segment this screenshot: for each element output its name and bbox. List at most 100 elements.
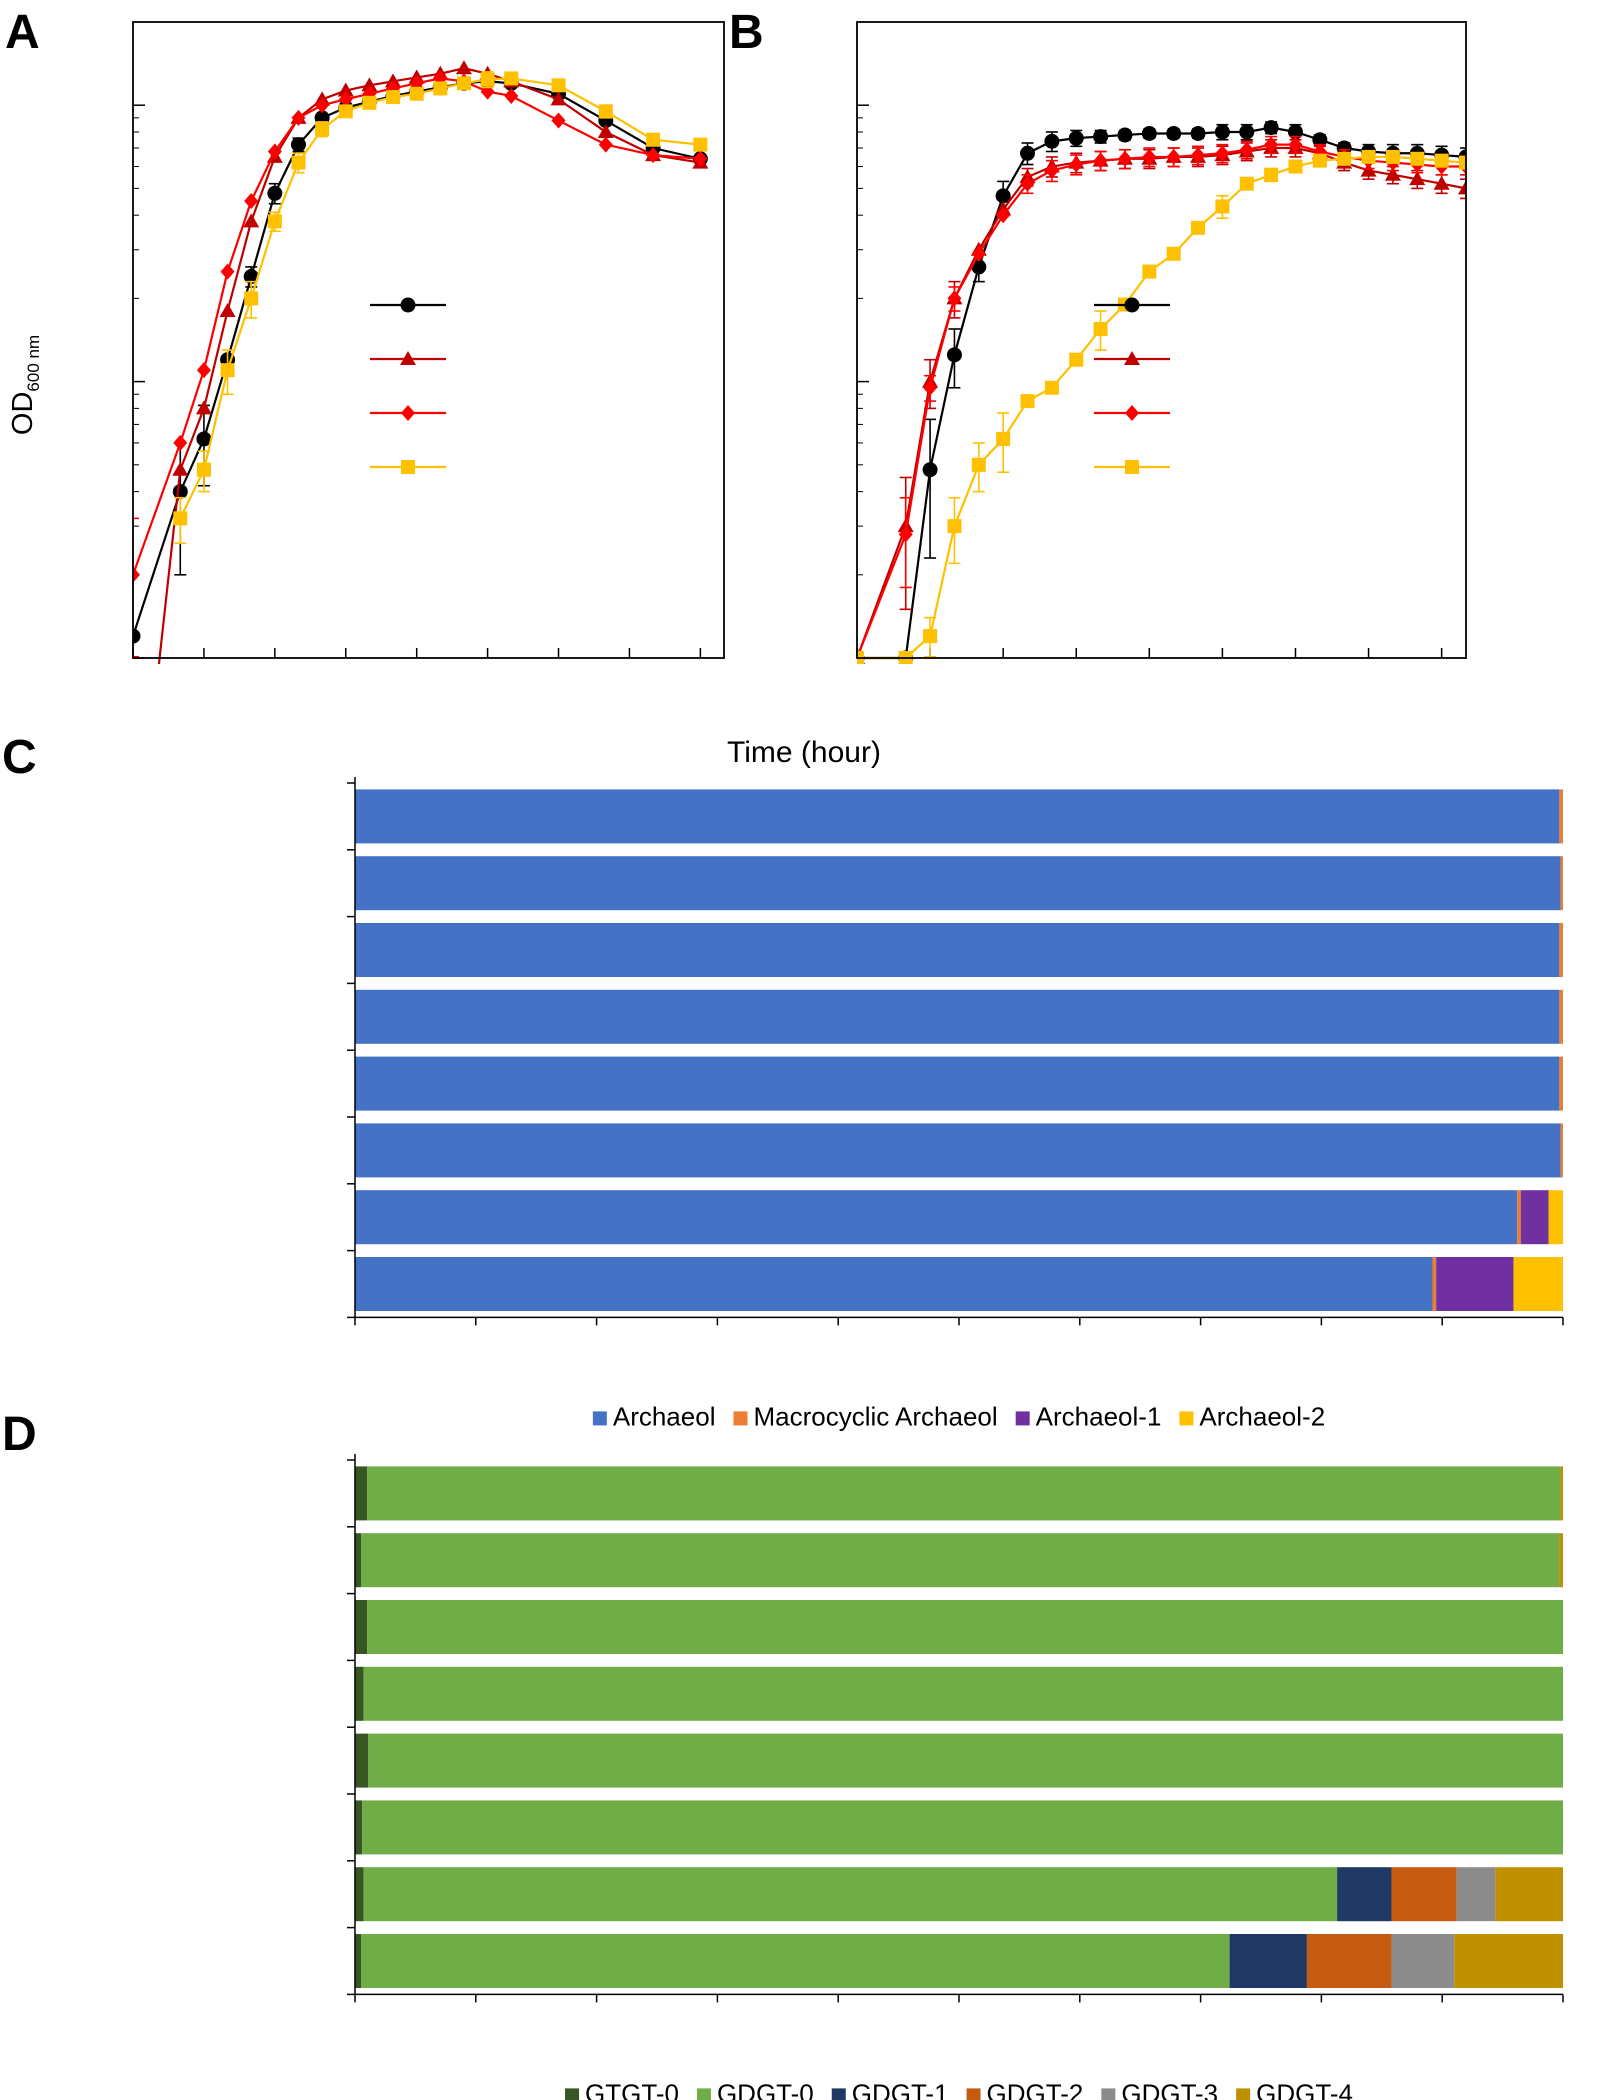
bar-segment-gtgt-0 <box>355 1934 362 1988</box>
legend-swatch <box>966 2088 981 2100</box>
bar-segment-gtgt-0 <box>355 1533 362 1588</box>
data-point <box>362 95 377 110</box>
legend-item: Macrocyclic Archaeol <box>733 1401 998 1431</box>
bar-segment-macrocyclic-archaeol <box>1559 989 1563 1044</box>
data-point <box>646 132 661 147</box>
data-point <box>173 434 188 451</box>
data-point <box>386 90 401 105</box>
data-point <box>196 362 211 379</box>
data-point <box>1020 175 1035 192</box>
panel-letter: B <box>729 6 764 59</box>
data-point <box>1433 175 1450 190</box>
panel-letter: D <box>2 1408 37 1461</box>
data-point <box>646 147 661 164</box>
shared-x-axis-label: Time (hour) <box>727 736 881 769</box>
data-point <box>1093 129 1109 145</box>
data-point <box>1360 162 1377 177</box>
bar-segment-gdgt-4 <box>1560 1466 1563 1521</box>
data-point <box>338 104 353 119</box>
series-ts559 <box>857 120 1466 664</box>
data-point <box>1409 171 1426 186</box>
bar-segment-gdgt-0 <box>361 1533 1560 1588</box>
data-point <box>996 207 1011 224</box>
data-point <box>1263 120 1279 136</box>
bar-segment-gdgt-0 <box>361 1934 1230 1988</box>
data-point <box>243 213 260 228</box>
data-point <box>1239 176 1254 191</box>
data-point <box>196 431 212 447</box>
data-point <box>267 214 282 229</box>
data-point <box>551 112 566 129</box>
data-point <box>480 72 495 87</box>
data-point <box>971 457 986 472</box>
bar-segment-archaeol <box>355 856 1561 911</box>
legend-marker <box>1125 460 1139 474</box>
data-point <box>1142 264 1157 279</box>
bar-segment-gdgt-0 <box>363 1666 1563 1721</box>
data-point <box>455 60 472 75</box>
series-line <box>157 67 701 664</box>
legend-label: Macrocyclic Archaeol <box>753 1401 997 1431</box>
data-point <box>1117 127 1133 143</box>
data-point <box>291 109 306 126</box>
bar-segment-macrocyclic-archaeol <box>1432 1257 1437 1311</box>
bar-segment-archaeol <box>355 1257 1433 1311</box>
data-point <box>244 193 259 210</box>
bar-segment-macrocyclic-archaeol <box>1559 789 1563 844</box>
bar-segment-archaeol-2 <box>1513 1257 1563 1311</box>
data-point <box>172 461 189 476</box>
data-point <box>1312 153 1327 168</box>
legend-item: GDGT-3 <box>1101 2078 1218 2100</box>
legend-swatch <box>831 2088 846 2100</box>
plot-area <box>133 60 709 691</box>
bar-segment-archaeol <box>355 1123 1561 1178</box>
data-point <box>947 519 962 534</box>
bar-segment-archaeol-2 <box>1548 1190 1563 1245</box>
data-point <box>149 677 165 691</box>
data-point <box>504 71 519 86</box>
bar-segment-gtgt-0 <box>355 1867 364 1922</box>
legend-item <box>1094 351 1170 365</box>
legend-label: GDGT-0 <box>717 2078 814 2100</box>
bar-segment-gdgt-0 <box>367 1600 1564 1654</box>
bar-segment-gtgt-0 <box>355 1666 364 1721</box>
legend-swatch <box>733 1411 748 1426</box>
legend-label: Archaeol-1 <box>1036 1401 1162 1431</box>
series-line <box>857 143 1466 659</box>
bar-segment-gdgt-1 <box>1337 1867 1392 1922</box>
data-point <box>1410 151 1425 166</box>
bar-segment-archaeol <box>355 1190 1518 1245</box>
data-point <box>433 81 448 96</box>
data-point <box>1093 321 1108 336</box>
data-point <box>1069 156 1084 173</box>
bar-segment-macrocyclic-archaeol <box>1559 1056 1563 1111</box>
data-point <box>1020 394 1035 409</box>
data-point <box>1385 149 1400 164</box>
series-line <box>133 77 701 576</box>
bar-segment-archaeol-1 <box>1520 1190 1549 1245</box>
data-point <box>1214 124 1230 140</box>
panel-a-growth-85c: A <box>5 6 725 691</box>
data-point <box>693 137 708 152</box>
data-point <box>315 122 330 137</box>
bar-segment-gdgt-4 <box>1454 1934 1563 1988</box>
bar-segment-gtgt-0 <box>355 1800 363 1855</box>
series--grs-pts543 <box>857 135 1466 664</box>
panel-letter: A <box>5 6 40 59</box>
data-point <box>196 462 211 477</box>
series--grs-pts543-grs <box>173 71 708 545</box>
bar-segment-archaeol <box>355 1056 1560 1111</box>
legend-item: GDGT-4 <box>1236 2078 1353 2100</box>
bar-segment-archaeol <box>355 789 1560 844</box>
legend-swatch <box>1101 2088 1116 2100</box>
data-point <box>947 290 962 307</box>
data-point <box>1093 152 1108 169</box>
data-point <box>1459 155 1466 170</box>
legend-item: GDGT-0 <box>696 2078 814 2100</box>
legend-label: GDGT-1 <box>852 2078 949 2100</box>
bar-segment-gtgt-0 <box>355 1600 368 1654</box>
legend-item <box>1094 460 1170 474</box>
data-point <box>1141 125 1157 141</box>
